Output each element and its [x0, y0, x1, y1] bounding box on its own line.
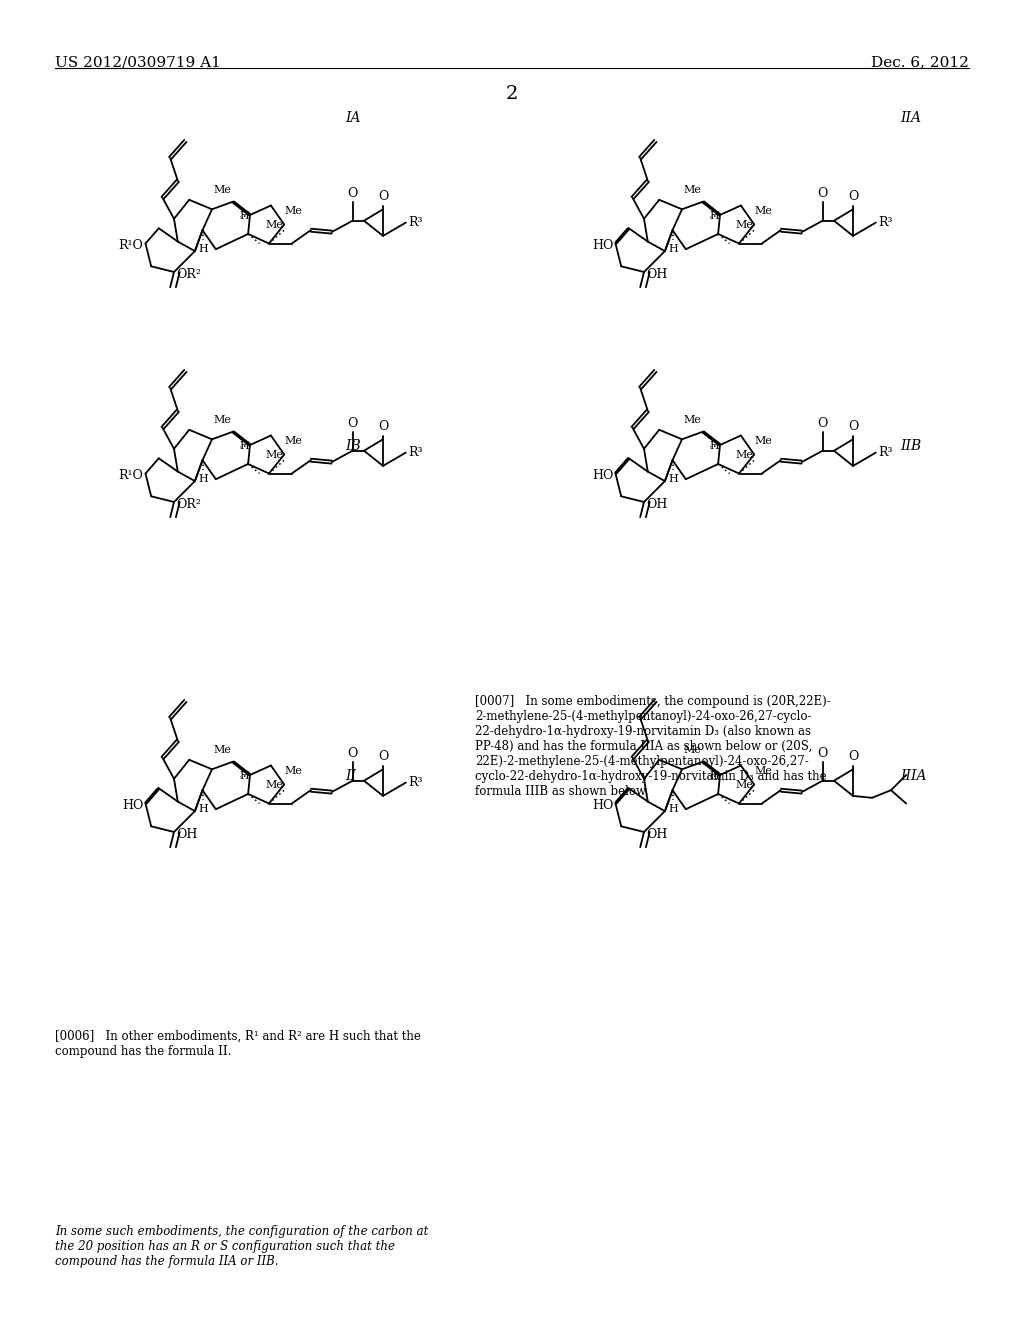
Text: R³: R³ [878, 446, 892, 459]
Text: H: H [710, 771, 719, 781]
Text: OH: OH [646, 268, 668, 281]
Text: O: O [848, 751, 858, 763]
Text: O: O [378, 751, 388, 763]
Text: Me: Me [285, 436, 302, 446]
Text: O: O [817, 417, 827, 430]
Text: R³: R³ [408, 446, 422, 459]
Text: O: O [347, 186, 357, 199]
Text: O: O [848, 421, 858, 433]
Text: HO: HO [122, 799, 143, 812]
Text: Me: Me [755, 206, 772, 216]
Text: Me: Me [213, 416, 230, 425]
Text: Me: Me [285, 206, 302, 216]
Text: R³: R³ [878, 216, 892, 230]
Text: HO: HO [592, 469, 613, 482]
Text: 2: 2 [506, 84, 518, 103]
Text: R¹O: R¹O [119, 239, 143, 252]
Text: IIIA: IIIA [900, 770, 927, 783]
Text: Me: Me [265, 219, 283, 230]
Text: H: H [710, 211, 719, 220]
Text: Me: Me [683, 746, 700, 755]
Text: H: H [240, 441, 250, 451]
Text: In some such embodiments, the configuration of the carbon at
the 20 position has: In some such embodiments, the configurat… [55, 1225, 428, 1269]
Text: R³: R³ [408, 216, 422, 230]
Text: OH: OH [176, 828, 198, 841]
Text: OR²: OR² [176, 498, 201, 511]
Text: OR²: OR² [176, 268, 201, 281]
Text: Me: Me [683, 185, 700, 195]
Text: O: O [347, 417, 357, 430]
Text: HO: HO [592, 239, 613, 252]
Text: H: H [240, 211, 250, 220]
Text: OH: OH [646, 498, 668, 511]
Text: IIB: IIB [900, 440, 922, 453]
Text: H: H [669, 474, 678, 484]
Text: H: H [199, 244, 208, 255]
Text: US 2012/0309719 A1: US 2012/0309719 A1 [55, 55, 221, 69]
Text: H: H [669, 804, 678, 814]
Text: [0006]   In other embodiments, R¹ and R² are H such that the
compound has the fo: [0006] In other embodiments, R¹ and R² a… [55, 1030, 421, 1059]
Text: Me: Me [735, 219, 753, 230]
Text: IIA: IIA [900, 111, 921, 125]
Text: [0007]   In some embodiments, the compound is (20R,22E)-
2-methylene-25-(4-methy: [0007] In some embodiments, the compound… [475, 696, 830, 799]
Text: Me: Me [735, 450, 753, 459]
Text: O: O [347, 747, 357, 760]
Text: Me: Me [735, 780, 753, 789]
Text: O: O [817, 747, 827, 760]
Text: IA: IA [345, 111, 360, 125]
Text: H: H [199, 474, 208, 484]
Text: Me: Me [755, 766, 772, 776]
Text: Me: Me [213, 185, 230, 195]
Text: H: H [199, 804, 208, 814]
Text: Me: Me [213, 746, 230, 755]
Text: Me: Me [285, 766, 302, 776]
Text: II: II [345, 770, 356, 783]
Text: H: H [240, 771, 250, 781]
Text: O: O [378, 190, 388, 203]
Text: Me: Me [265, 450, 283, 459]
Text: OH: OH [646, 828, 668, 841]
Text: Me: Me [265, 780, 283, 789]
Text: R¹O: R¹O [119, 469, 143, 482]
Text: R³: R³ [408, 776, 422, 789]
Text: O: O [848, 190, 858, 203]
Text: H: H [710, 441, 719, 451]
Text: O: O [378, 421, 388, 433]
Text: IB: IB [345, 440, 360, 453]
Text: O: O [817, 186, 827, 199]
Text: Dec. 6, 2012: Dec. 6, 2012 [871, 55, 969, 69]
Text: Me: Me [755, 436, 772, 446]
Text: Me: Me [683, 416, 700, 425]
Text: HO: HO [592, 799, 613, 812]
Text: H: H [669, 244, 678, 255]
